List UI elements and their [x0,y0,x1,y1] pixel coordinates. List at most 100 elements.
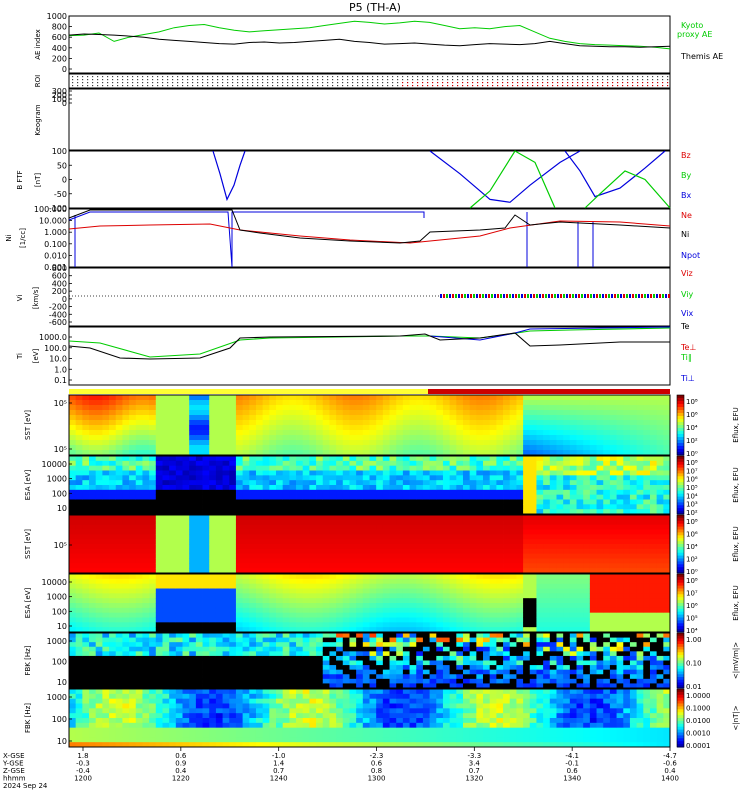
roi-dot [172,85,173,86]
spectrogram-cell [349,485,356,490]
roi-dot [297,85,298,86]
spectrogram-cell [410,410,417,415]
spectrogram-cell [577,589,584,594]
spectrogram-cell [390,515,397,520]
spectrogram-cell [463,544,470,549]
spectrogram-cell [423,608,430,613]
spectrogram-cell [236,618,243,623]
spectrogram-cell [216,559,223,564]
spectrogram-cell [69,466,76,471]
roi-dot [132,82,133,83]
spectrogram-cell [269,530,276,535]
spectrogram-cell [289,420,296,425]
spectrogram-cell [503,539,510,544]
spectrogram-cell [316,530,323,535]
spectrogram-cell [530,425,537,430]
spectrogram-cell [283,456,290,461]
spectrogram-cell [657,466,664,471]
velocity-data-point [545,294,547,298]
spectrogram-cell [470,544,477,549]
spectrogram-cell [176,435,183,440]
spectrogram-cell [416,608,423,613]
spectrogram-cell [490,405,497,410]
spectrogram-cell [523,395,530,400]
spectrogram-cell [349,554,356,559]
spectrogram-cell [263,593,270,598]
spectrogram-cell [603,603,610,608]
spectrogram-cell [463,495,470,500]
spectrogram-cell [390,395,397,400]
spectrogram-cell [276,579,283,584]
spectrogram-cell [236,400,243,405]
spectrogram-cell [597,415,604,420]
spectrogram-cell [363,525,370,530]
spectrogram-cell [436,395,443,400]
spectrogram-cell [189,395,196,400]
spectrogram-cell [283,440,290,445]
roi-dot [437,82,438,83]
spectrogram-cell [96,456,103,461]
roi-dot [452,82,453,83]
spectrogram-cell [156,559,163,564]
spectrogram-cell [269,410,276,415]
spectrogram-cell [129,584,136,589]
spectrogram-cell [570,618,577,623]
spectrogram-cell [356,415,363,420]
spectrogram-cell [390,456,397,461]
spectrogram-cell [189,574,196,579]
spectrogram-cell [630,544,637,549]
spectrogram-cell [516,589,523,594]
spectrogram-cell [490,554,497,559]
spectrogram-cell [650,415,657,420]
spectrogram-cell [370,435,377,440]
spectrogram-cell [536,520,543,525]
roi-dot [382,79,383,80]
spectrogram-cell [597,461,604,466]
roi-dot [502,79,503,80]
spectrogram-cell [162,480,169,485]
spectrogram-cell [416,475,423,480]
spectrogram-cell [470,584,477,589]
colorbar-cell [677,437,684,441]
spectrogram-cell [583,530,590,535]
spectrogram-cell [416,405,423,410]
spectrogram-cell [209,485,216,490]
spectrogram-cell [196,490,203,495]
spectrogram-cell [209,445,216,450]
spectrogram-cell [643,563,650,568]
spectrogram-cell [189,579,196,584]
spectrogram-cell [256,480,263,485]
spectrogram-cell [356,475,363,480]
spectrogram-cell [516,475,523,480]
spectrogram-cell [229,456,236,461]
spectrogram-cell [236,415,243,420]
spectrogram-cell [390,504,397,509]
spectrogram-cell [563,579,570,584]
spectrogram-cell [283,471,290,476]
spectrogram-cell [536,425,543,430]
spectrogram-cell [116,466,123,471]
spectrogram-cell [343,554,350,559]
roi-dot [427,85,428,86]
roi-dot [247,85,248,86]
spectrogram-cell [176,415,183,420]
spectrogram-cell [403,618,410,623]
spectrogram-cell [550,574,557,579]
spectrogram-cell [283,415,290,420]
roi-dot [347,79,348,80]
spectrogram-cell [383,525,390,530]
spectrogram-cell [416,622,423,627]
spectrogram-cell [203,534,210,539]
roi-dot [382,82,383,83]
spectrogram-cell [363,608,370,613]
roi-dot [342,79,343,80]
spectrogram-cell [590,593,597,598]
spectrogram-cell [156,603,163,608]
spectrogram-cell [162,405,169,410]
spectrogram-cell [436,618,443,623]
spectrogram-cell [456,456,463,461]
spectrogram-cell [296,544,303,549]
spectrogram-cell [657,400,664,405]
spectrogram-cell [530,456,537,461]
spectrogram-cell [249,530,256,535]
